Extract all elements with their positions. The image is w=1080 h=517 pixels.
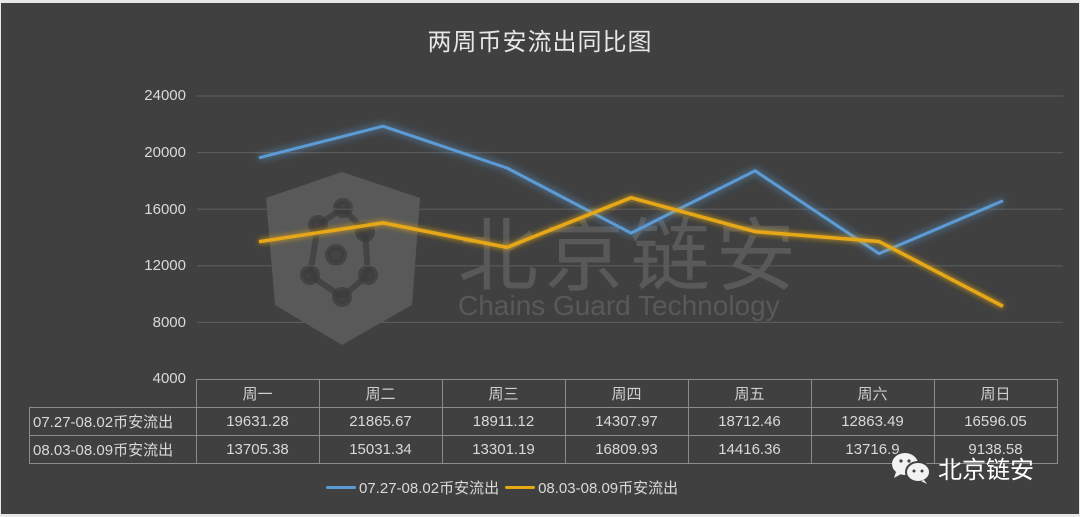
table-cell: 13705.38 [195, 435, 320, 464]
table-cell: 12863.49 [810, 407, 935, 436]
table-cell: 18911.12 [441, 407, 566, 436]
table-cell: 16596.05 [933, 407, 1058, 436]
chart-title: 两周币安流出同比图 [427, 28, 653, 56]
series-line-week2 [258, 195, 1004, 308]
legend-label: 07.27-08.02币安流出 [359, 480, 500, 497]
chart-legend: 07.27-08.02币安流出 08.03-08.09币安流出 [326, 477, 684, 498]
brand-label: 北京链安 [938, 456, 1034, 484]
table-row: 08.03-08.09币安流出 13705.38 15031.34 13301.… [29, 435, 1058, 464]
y-tick: 12000 [144, 257, 186, 274]
column-header: 周三 [441, 379, 566, 408]
y-tick: 20000 [144, 144, 186, 161]
table-cell: 14307.97 [564, 407, 689, 436]
table-header-row: 周一 周二 周三 周四 周五 周六 周日 [29, 379, 1058, 408]
column-header: 周四 [564, 379, 689, 408]
table-cell: 14416.36 [687, 435, 812, 464]
row-label: 08.03-08.09币安流出 [29, 435, 197, 464]
column-header: 周日 [933, 379, 1058, 408]
column-header: 周二 [318, 379, 443, 408]
legend-item-week2[interactable]: 08.03-08.09币安流出 [505, 477, 678, 498]
table-row: 07.27-08.02币安流出 19631.28 21865.67 18911.… [29, 407, 1058, 436]
row-label: 07.27-08.02币安流出 [29, 407, 197, 436]
legend-label: 08.03-08.09币安流出 [538, 480, 679, 497]
legend-swatch-blue [326, 486, 356, 489]
legend-swatch-orange [505, 486, 536, 489]
table-cell: 16809.93 [564, 435, 689, 464]
column-header: 周五 [687, 379, 812, 408]
watermark-text-en: Chains Guard Technology [458, 290, 780, 321]
y-tick: 16000 [144, 201, 186, 218]
data-table: 周一 周二 周三 周四 周五 周六 周日 07.27-08.02币安流出 196… [29, 379, 1058, 464]
table-cell: 21865.67 [318, 407, 443, 436]
y-tick: 8000 [152, 314, 186, 331]
table-cell: 19631.28 [195, 407, 320, 436]
legend-item-week1[interactable]: 07.27-08.02币安流出 [326, 477, 499, 498]
wechat-icon [892, 452, 931, 484]
y-tick: 24000 [144, 87, 186, 104]
table-cell: 13301.19 [441, 435, 566, 464]
table-cell: 15031.34 [318, 435, 443, 464]
watermark-text-cn: 北京链安 [458, 210, 802, 303]
wechat-brand: 北京链安 [890, 450, 1034, 485]
column-header: 周六 [810, 379, 935, 408]
table-cell: 18712.46 [687, 407, 812, 436]
gridlines [197, 95, 1063, 323]
series-line-week1 [258, 124, 1004, 256]
column-header: 周一 [195, 379, 320, 408]
table-cell: 9138.58 [933, 435, 1058, 464]
